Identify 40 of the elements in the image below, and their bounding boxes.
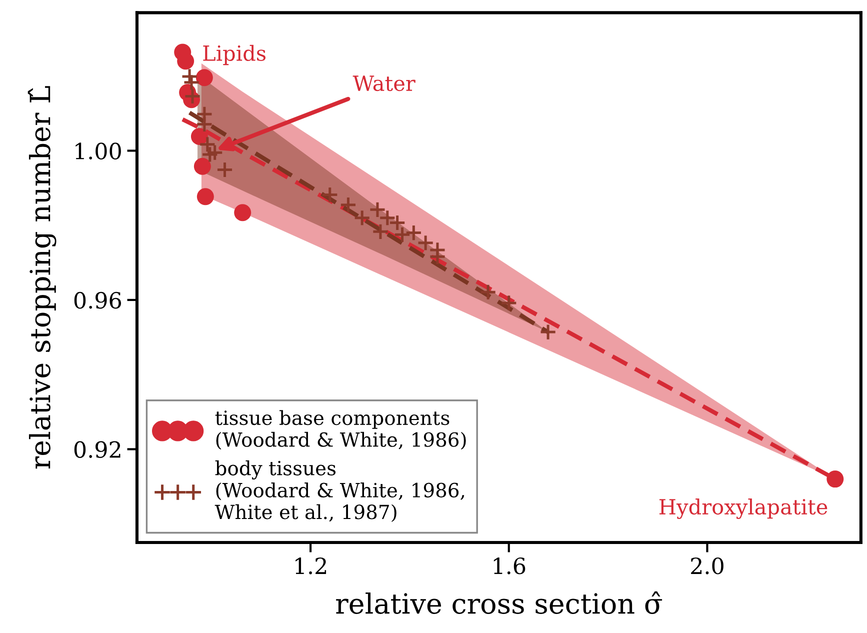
- point: [177, 52, 194, 70]
- point: [321, 186, 338, 204]
- annotation: Hydroxylapatite: [659, 498, 828, 519]
- point: [372, 223, 389, 240]
- point: [194, 158, 211, 175]
- point: [480, 284, 497, 301]
- point: [190, 128, 208, 146]
- point: [182, 74, 200, 91]
- x-axis-title: relative cross section σ̂: [336, 591, 662, 614]
- point: [826, 470, 844, 488]
- point: [417, 234, 434, 252]
- point: [405, 224, 422, 242]
- x-tick-label: 1.2: [296, 557, 326, 574]
- point: [196, 69, 213, 86]
- point: [201, 146, 218, 163]
- y-tick-label: 0.96: [74, 292, 122, 309]
- legend-label: body tissues (Woodard & White, 1986, White et al., 1987): [214, 460, 464, 522]
- y-axis-title: relative stopping number L̂: [28, 86, 56, 469]
- point: [206, 144, 224, 162]
- point: [196, 116, 213, 133]
- point: [198, 136, 216, 153]
- point: [540, 324, 557, 341]
- point: [388, 214, 406, 232]
- x-tick-label: 2.0: [691, 557, 724, 574]
- point: [234, 204, 252, 222]
- annotation: Water: [352, 76, 416, 92]
- point: [354, 209, 371, 226]
- x-tick-label: 1.6: [494, 557, 526, 574]
- point: [196, 188, 214, 206]
- annotation: Lipids: [203, 44, 266, 66]
- point: [216, 161, 234, 178]
- point: [368, 201, 386, 218]
- y-tick-label: 1.00: [76, 142, 121, 160]
- point: [394, 226, 411, 244]
- point: [378, 209, 396, 226]
- y-tick-label: 0.92: [74, 441, 120, 458]
- point: [184, 88, 202, 105]
- legend-label: tissue base components (Woodard & White, 1986): [215, 410, 466, 450]
- point: [500, 294, 518, 312]
- point: [340, 196, 357, 214]
